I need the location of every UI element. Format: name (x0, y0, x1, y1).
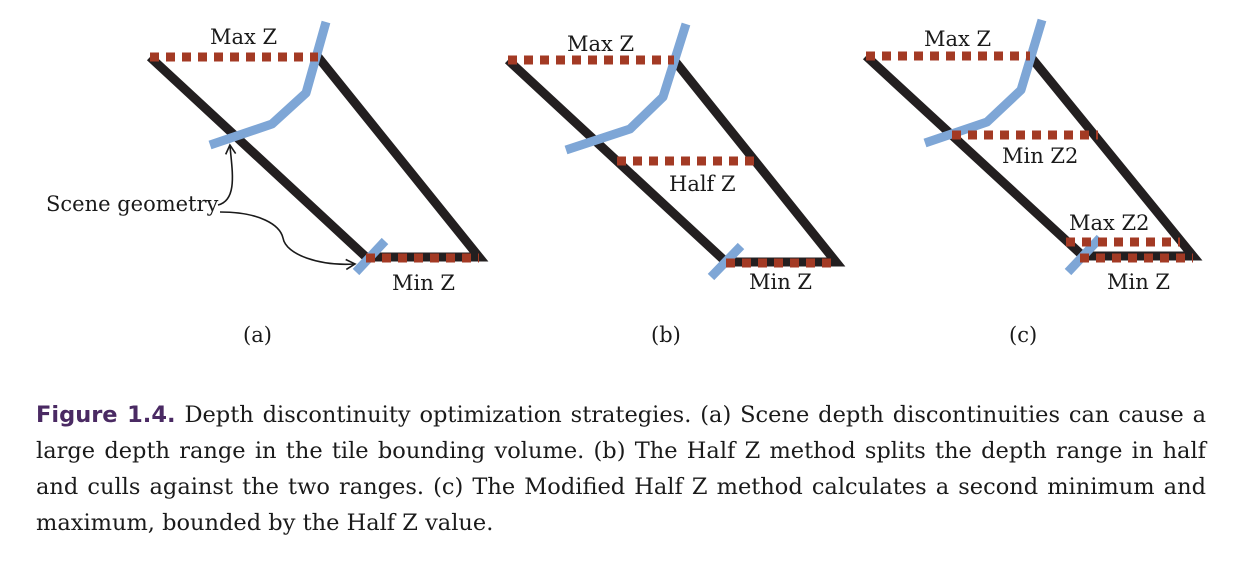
max-z-label: Max Z (210, 25, 277, 49)
figure-caption: Figure 1.4. Depth discontinuity optimiza… (36, 397, 1206, 541)
panel-c-tag: (c) (1009, 323, 1037, 347)
max-z-label: Max Z (567, 32, 634, 56)
panel-a-tag: (a) (243, 323, 272, 347)
frustum-outline (862, 52, 1203, 261)
max-z2-label: Max Z2 (1069, 211, 1150, 235)
scene-geometry-label: Scene geometry (46, 192, 219, 216)
caption-text: Depth discontinuity optimization strateg… (36, 402, 1206, 536)
caption-label: Figure 1.4. (36, 402, 176, 428)
min-z-label: Min Z (1107, 270, 1170, 294)
panel-b: Max Z Half Z Min Z (b) (504, 22, 846, 347)
annotation-arrow-lower (219, 211, 357, 271)
min-z-label: Min Z (749, 270, 812, 294)
annotation-arrow-upper (217, 143, 237, 206)
min-z-label: Min Z (392, 271, 455, 295)
scene-geometry-upper (564, 22, 691, 155)
half-z-label: Half Z (669, 172, 736, 196)
depth-discontinuity-figure: Max Z Min Z Scene geometry (a) Max Z Hal… (46, 18, 1203, 347)
frustum-outline (146, 53, 489, 262)
panel-c: Max Z Min Z2 Max Z2 Min Z (c) (862, 18, 1203, 347)
panel-b-tag: (b) (651, 323, 681, 347)
max-z-label: Max Z (924, 27, 991, 51)
min-z2-label: Min Z2 (1002, 144, 1078, 168)
panel-a: Max Z Min Z Scene geometry (a) (46, 20, 489, 347)
